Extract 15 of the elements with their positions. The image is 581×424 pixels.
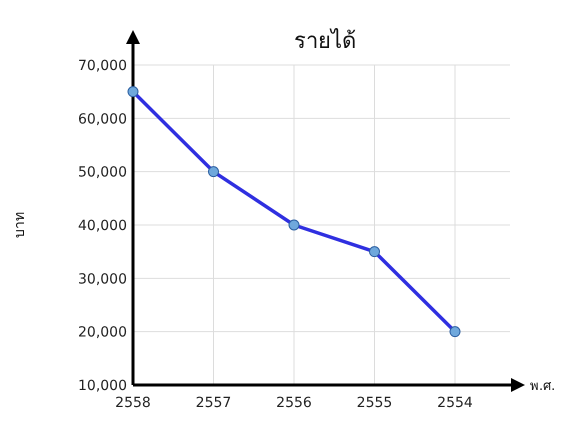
x-tick-label: 2558 [115,395,151,411]
y-tick-label: 70,000 [78,58,127,74]
y-tick-label: 20,000 [78,324,127,341]
y-tick-label: 40,000 [78,218,127,234]
y-tick-label: 30,000 [78,271,127,288]
y-axis-title: บาท [12,212,28,238]
chart-title: รายได้ [294,28,356,54]
x-axis-title: พ.ศ. [530,379,556,394]
x-tick-label: 2554 [437,395,473,411]
x-tick-label: 2556 [276,395,312,411]
y-tick-label: 50,000 [78,164,127,181]
x-tick-label: 2557 [196,395,232,411]
x-tick-label: 2555 [356,395,392,411]
y-tick-label: 10,000 [78,378,127,394]
y-tick-label: 60,000 [78,111,127,128]
